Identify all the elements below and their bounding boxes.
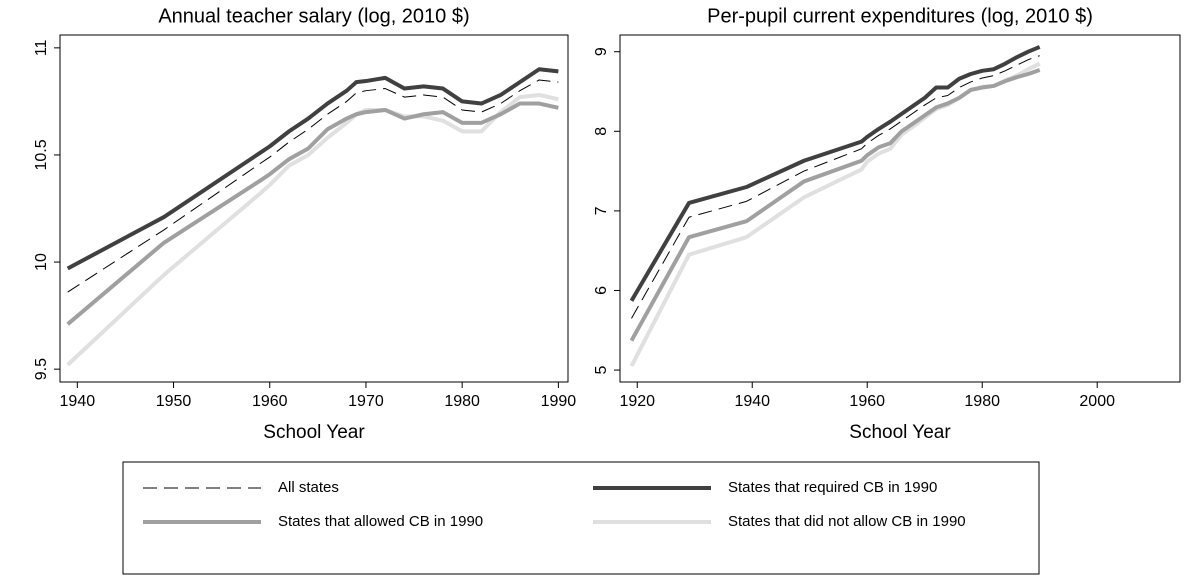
series-line	[66, 67, 559, 271]
y-tick-label: 9	[593, 47, 610, 56]
series-line	[66, 101, 559, 326]
plot-frame	[59, 34, 569, 383]
legend-label: States that did not allow CB in 1990	[728, 513, 966, 530]
x-tick-label: 1940	[734, 393, 770, 410]
y-tick-label: 11	[33, 39, 50, 56]
x-tick-label: 1970	[348, 393, 384, 410]
legend-label: All states	[278, 479, 339, 496]
y-tick-label: 10	[33, 253, 50, 271]
chart-title: Per-pupil current expenditures (log, 201…	[707, 5, 1093, 27]
x-axis-label: School Year	[263, 422, 365, 443]
x-tick-label: 1960	[252, 393, 288, 410]
legend-box	[122, 461, 1040, 575]
series-line	[629, 61, 1041, 367]
x-tick-label: 1940	[60, 393, 96, 410]
x-tick-label: 1980	[964, 393, 1000, 410]
x-tick-label: 1920	[619, 393, 655, 410]
x-tick-label: 1950	[156, 393, 192, 410]
x-tick-label: 1990	[541, 393, 577, 410]
y-tick-label: 6	[593, 286, 610, 295]
y-tick-label: 8	[593, 127, 610, 136]
y-tick-label: 7	[593, 206, 610, 215]
series-line	[631, 55, 1040, 319]
x-tick-label: 2000	[1079, 393, 1115, 410]
y-tick-label: 5	[593, 366, 610, 375]
x-tick-label: 1980	[444, 393, 480, 410]
x-axis-label: School Year	[849, 422, 951, 443]
y-tick-label: 10.5	[33, 139, 50, 170]
series-line	[629, 45, 1041, 302]
legend-label: States that allowed CB in 1990	[278, 513, 483, 530]
chart-title: Annual teacher salary (log, 2010 $)	[158, 5, 469, 27]
x-tick-label: 1960	[849, 393, 885, 410]
series-line	[629, 68, 1041, 342]
series-line	[67, 79, 559, 293]
plot-frame	[619, 34, 1181, 383]
legend-label: States that required CB in 1990	[728, 479, 937, 496]
y-tick-label: 9.5	[33, 358, 50, 380]
